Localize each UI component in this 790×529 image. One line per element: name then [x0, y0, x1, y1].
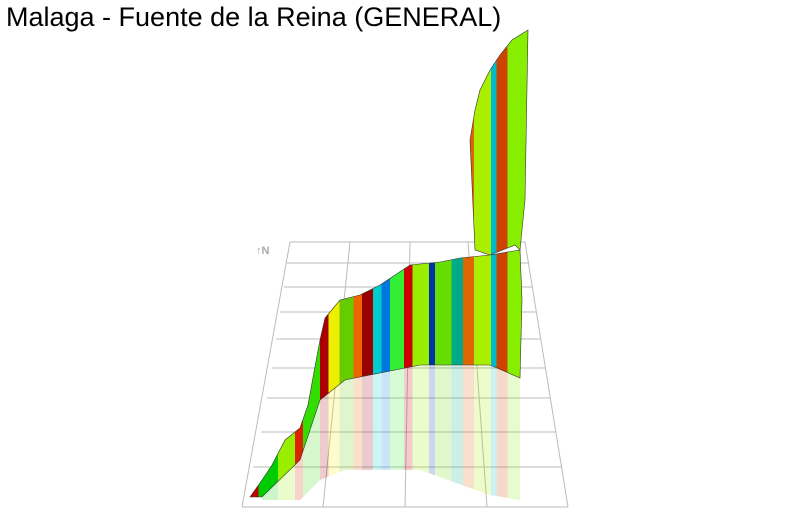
route-reflection — [262, 365, 520, 500]
title: Malaga - Fuente de la Reina (GENERAL) — [6, 2, 502, 32]
route-wall-near — [249, 249, 523, 498]
route-wall-far — [469, 29, 529, 256]
north-label: ↑N — [256, 245, 270, 257]
